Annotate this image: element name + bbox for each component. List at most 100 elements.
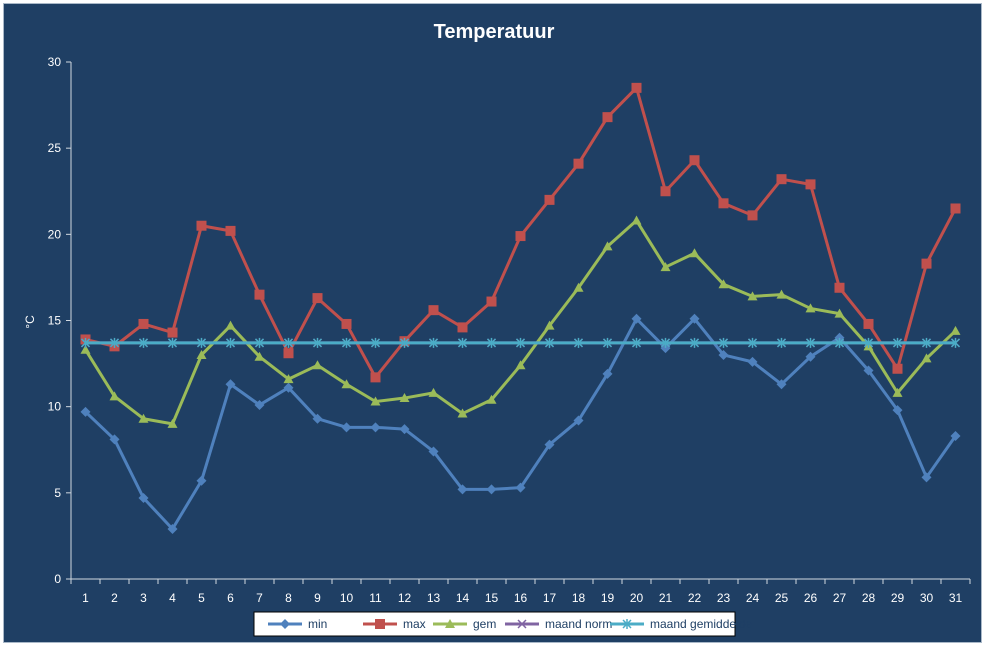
data-point-max (283, 348, 294, 359)
data-point-min (80, 406, 91, 417)
data-point-max (486, 296, 497, 307)
data-point-min (776, 379, 787, 390)
data-point-max (863, 318, 874, 329)
data-point-max (921, 258, 932, 269)
x-tick-label: 19 (601, 591, 615, 605)
data-point-max (515, 231, 526, 242)
data-point-max (573, 158, 584, 169)
x-tick-label: 3 (140, 591, 147, 605)
data-point-gem (921, 353, 932, 363)
data-point-min (109, 434, 120, 445)
chart-title: Temperatuur (434, 21, 555, 43)
data-point-min (428, 446, 439, 457)
data-point-gem (573, 282, 584, 292)
data-point-maand-gemiddelde (225, 337, 236, 348)
data-point-maand-gemiddelde (138, 337, 149, 348)
data-point-gem (805, 303, 816, 313)
legend-label: maand gemiddelde (650, 617, 752, 631)
data-point-min (283, 382, 294, 393)
x-tick-label: 10 (340, 591, 354, 605)
data-point-maand-gemiddelde (399, 337, 410, 348)
series-gem (80, 215, 961, 428)
x-tick-label: 7 (256, 591, 263, 605)
data-point-gem (718, 279, 729, 289)
data-point-max (254, 289, 265, 300)
data-point-gem (254, 351, 265, 361)
plot-area (80, 82, 961, 535)
data-point-min (689, 313, 700, 324)
data-point-max (167, 327, 178, 338)
x-tick-label: 4 (169, 591, 176, 605)
data-point-min (138, 493, 149, 504)
data-point-min (863, 365, 874, 376)
y-tick-label: 10 (48, 400, 62, 414)
data-point-max (660, 186, 671, 197)
legend-box (253, 611, 736, 637)
data-point-max (312, 293, 323, 304)
x-tick-label: 9 (314, 591, 321, 605)
data-point-min (225, 379, 236, 390)
x-tick-label: 1 (82, 591, 89, 605)
legend-label: min (308, 617, 327, 631)
data-point-min (950, 430, 961, 441)
data-point-maand-gemiddelde (602, 337, 613, 348)
x-tick-label: 25 (775, 591, 789, 605)
x-tick-label: 16 (514, 591, 528, 605)
y-tick-label: 25 (48, 141, 62, 155)
legend-item-maand-gemiddelde: maand gemiddelde (610, 617, 752, 631)
series-min (80, 313, 961, 535)
data-point-max (631, 82, 642, 93)
data-point-maand-gemiddelde (776, 337, 787, 348)
data-point-gem (602, 241, 613, 251)
data-point-gem (283, 374, 294, 384)
data-point-max (834, 282, 845, 293)
data-point-maand-gemiddelde (544, 337, 555, 348)
legend-item-maand-norm: maand norm (505, 617, 612, 631)
series-maand-gemiddelde (80, 337, 961, 348)
data-point-min (921, 472, 932, 483)
x-tick-label: 24 (746, 591, 760, 605)
data-point-min (718, 349, 729, 360)
data-point-gem (457, 408, 468, 418)
data-point-max (892, 363, 903, 374)
data-point-min (573, 415, 584, 426)
data-point-min (370, 422, 381, 433)
x-tick-label: 23 (717, 591, 731, 605)
data-point-maand-gemiddelde (689, 337, 700, 348)
legend-marker (445, 619, 455, 628)
data-point-min (196, 475, 207, 486)
data-point-gem (486, 394, 497, 404)
data-point-min (892, 405, 903, 416)
x-tick-label: 5 (198, 591, 205, 605)
legend: min max gem maand norm maand gemiddelde (253, 611, 752, 637)
data-point-maand-gemiddelde (573, 337, 584, 348)
y-tick-label: 5 (54, 486, 61, 500)
chart-frame (3, 3, 982, 643)
x-tick-label: 11 (369, 591, 382, 605)
data-point-gem (312, 360, 323, 370)
data-point-gem (834, 308, 845, 318)
data-point-maand-gemiddelde (834, 337, 845, 348)
data-point-gem (950, 325, 961, 335)
data-point-max (544, 194, 555, 205)
data-point-max (950, 203, 961, 214)
data-point-gem (776, 289, 787, 299)
data-point-gem (370, 396, 381, 406)
legend-marker (375, 619, 385, 629)
legend-marker (517, 619, 527, 629)
y-axis-label: °C (23, 315, 37, 329)
data-point-max (718, 198, 729, 209)
data-point-maand-gemiddelde (631, 337, 642, 348)
data-point-min (747, 356, 758, 367)
x-tick-label: 20 (630, 591, 644, 605)
legend-marker (622, 619, 632, 629)
x-tick-label: 26 (804, 591, 818, 605)
data-point-gem (631, 215, 642, 225)
data-point-maand-gemiddelde (457, 337, 468, 348)
y-tick-label: 0 (54, 572, 61, 586)
data-point-min (341, 422, 352, 433)
legend-item-max: max (363, 617, 426, 631)
data-point-maand-gemiddelde (80, 337, 91, 348)
x-tick-label: 6 (227, 591, 234, 605)
